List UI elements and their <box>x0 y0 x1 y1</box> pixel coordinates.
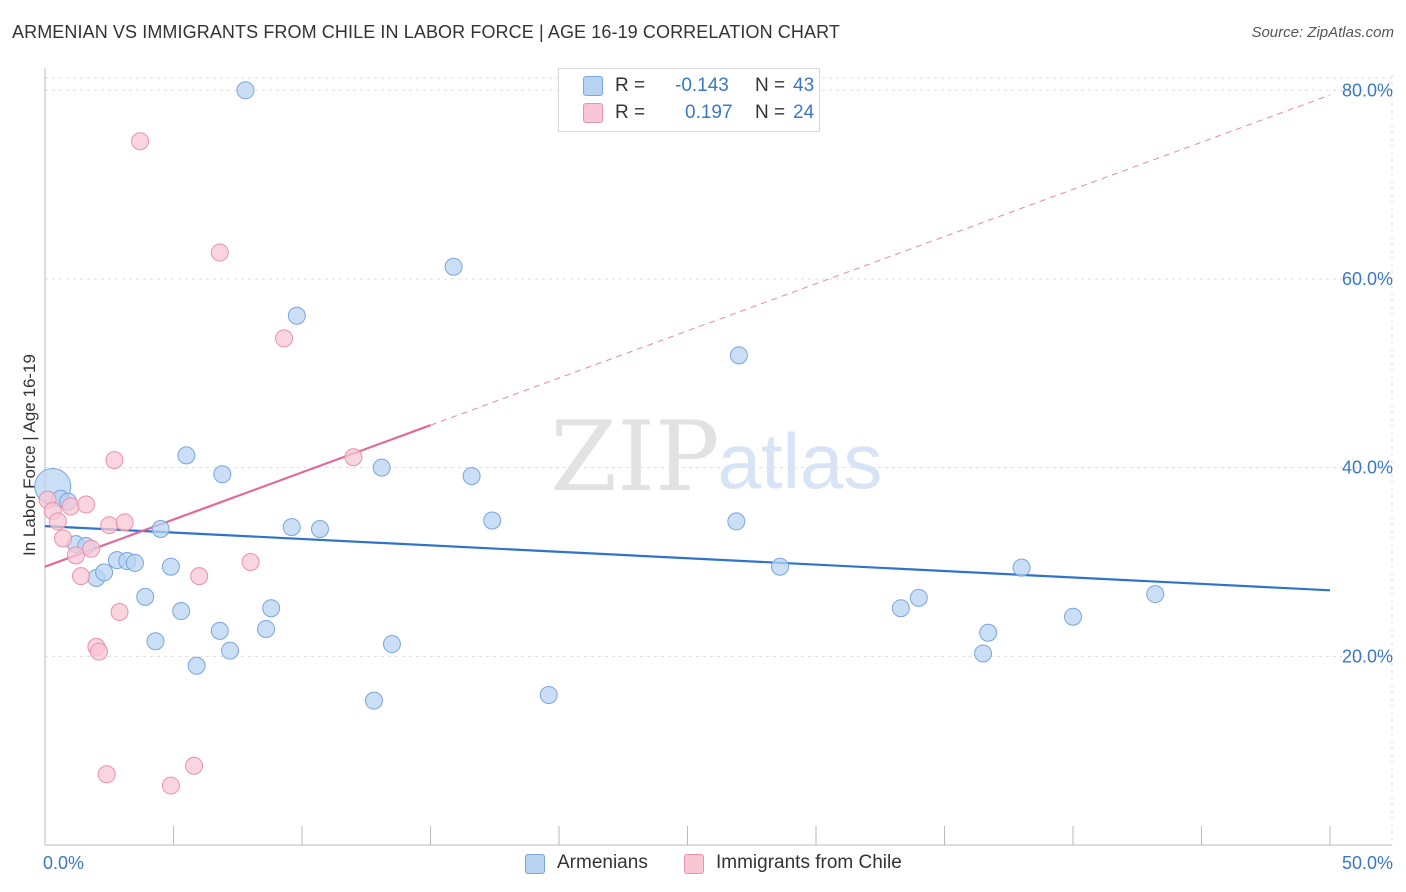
data-point-armenians <box>771 557 790 576</box>
data-point-chile <box>275 329 294 348</box>
trendline-layer <box>44 94 1331 592</box>
data-point-armenians <box>909 588 928 607</box>
data-point-armenians <box>462 467 481 486</box>
data-point-armenians <box>382 635 401 654</box>
data-point-chile <box>100 516 119 535</box>
data-point-armenians <box>177 446 196 465</box>
chart-title: ARMENIAN VS IMMIGRANTS FROM CHILE IN LAB… <box>12 22 840 42</box>
data-point-armenians <box>1146 585 1165 604</box>
data-point-chile <box>110 602 129 621</box>
trendline-armenians <box>44 525 1331 592</box>
data-point-armenians <box>187 656 206 675</box>
data-point-armenians <box>172 602 191 621</box>
data-point-armenians <box>364 691 383 710</box>
data-point-armenians <box>151 519 170 538</box>
data-point-armenians <box>146 632 165 651</box>
watermark-atlas: atlas <box>718 417 883 505</box>
data-point-chile <box>210 243 229 262</box>
data-point-armenians <box>287 306 306 325</box>
r-value: 0.197 <box>685 102 733 123</box>
data-point-armenians <box>444 257 463 276</box>
chart-source: Source: ZipAtlas.com <box>1251 24 1394 41</box>
data-point-chile <box>71 567 90 586</box>
data-point-armenians <box>979 623 998 642</box>
x-tick-label: 50.0% <box>1342 853 1393 873</box>
pink-swatch-icon <box>583 103 603 123</box>
trendline-chile-dashed <box>430 94 1331 426</box>
r-label: R = <box>615 75 646 96</box>
data-point-chile <box>77 495 96 514</box>
data-point-armenians <box>161 557 180 576</box>
data-point-armenians <box>891 599 910 618</box>
data-point-chile <box>131 132 150 151</box>
data-point-armenians <box>727 512 746 531</box>
data-point-chile <box>97 765 116 784</box>
y-tick-label: 20.0% <box>1342 646 1393 666</box>
data-point-armenians <box>372 458 391 477</box>
watermark-zip: ZIP <box>550 401 719 513</box>
data-point-chile <box>161 776 180 795</box>
data-point-armenians <box>539 686 558 705</box>
points-layer <box>34 81 1165 795</box>
data-point-chile <box>190 567 209 586</box>
n-value: 43 <box>793 75 815 96</box>
data-point-armenians <box>236 81 255 100</box>
data-point-armenians <box>729 346 748 365</box>
data-point-armenians <box>136 587 155 606</box>
data-point-armenians <box>974 644 993 663</box>
data-point-chile <box>115 513 134 532</box>
data-point-chile <box>66 546 85 565</box>
r-label: R = <box>615 102 646 123</box>
data-point-armenians <box>210 621 229 640</box>
axis-layer <box>44 68 1392 846</box>
data-point-armenians <box>262 599 281 618</box>
data-point-chile <box>82 539 101 558</box>
n-label: N = <box>755 102 786 123</box>
x-tick-label: 0.0% <box>43 853 84 873</box>
data-point-chile <box>105 451 124 470</box>
watermark: ZIP atlas <box>550 401 882 513</box>
pink-swatch-icon <box>684 854 704 874</box>
n-label: N = <box>755 75 786 96</box>
data-point-armenians <box>125 553 144 572</box>
legend-label-armenians: Armenians <box>557 852 648 873</box>
data-point-armenians <box>221 641 240 660</box>
tick-labels-layer: 20.0% 40.0% 60.0% 80.0% 0.0% 50.0% <box>43 80 1393 873</box>
data-point-armenians <box>257 619 276 638</box>
data-point-armenians <box>213 465 232 484</box>
y-tick-label: 40.0% <box>1342 458 1393 478</box>
data-point-chile <box>89 642 108 661</box>
data-point-armenians <box>310 519 329 538</box>
blue-swatch-icon <box>525 854 545 874</box>
trendline-chile <box>44 424 431 568</box>
data-point-armenians <box>1012 558 1031 577</box>
data-point-chile <box>48 512 67 531</box>
legend-label-chile: Immigrants from Chile <box>716 852 902 873</box>
y-tick-label: 80.0% <box>1342 80 1393 100</box>
data-point-armenians <box>483 511 502 530</box>
n-value: 24 <box>793 102 815 123</box>
stats-legend: R = -0.143 N = 43 R = 0.197 N = 24 <box>558 68 820 132</box>
data-point-chile <box>241 552 260 571</box>
series-legend: Armenians Immigrants from Chile <box>0 852 1406 878</box>
data-point-chile <box>53 529 72 548</box>
data-point-chile <box>344 448 363 467</box>
data-point-chile <box>61 497 80 516</box>
y-tick-label: 60.0% <box>1342 269 1393 289</box>
data-point-armenians <box>282 518 301 537</box>
data-point-armenians <box>1064 607 1082 626</box>
r-value: -0.143 <box>675 75 729 96</box>
data-point-chile <box>185 756 204 775</box>
blue-swatch-icon <box>583 76 603 96</box>
data-point-armenians <box>95 563 114 582</box>
